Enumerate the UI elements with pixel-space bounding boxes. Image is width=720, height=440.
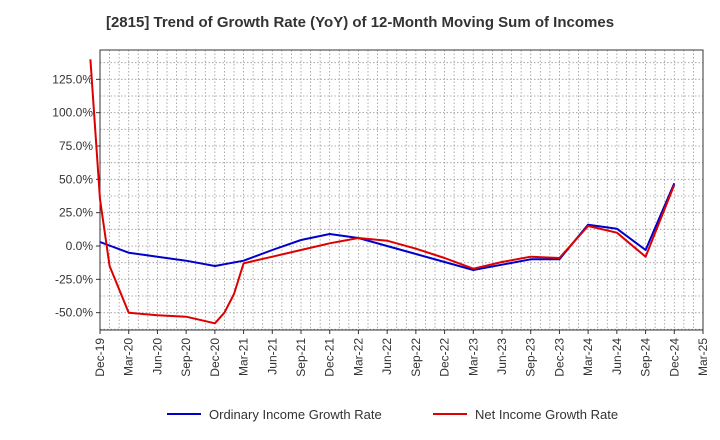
y-tick-label: -50.0% [55,306,93,320]
x-tick-label: Dec-19 [93,338,107,377]
y-tick-label: 50.0% [59,172,93,186]
x-tick-label: Sep-22 [409,338,423,377]
x-tick-label: Dec-21 [323,338,337,377]
x-tick-label: Dec-24 [667,338,681,377]
x-tick-label: Mar-23 [466,338,480,376]
x-tick-label: Sep-21 [294,338,308,377]
x-tick-label: Sep-23 [524,338,538,377]
x-tick-label: Jun-21 [265,338,279,375]
y-tick-label: 125.0% [52,72,93,86]
y-tick-label: 100.0% [52,106,93,120]
plot-area [100,50,703,330]
legend-label: Net Income Growth Rate [475,407,618,422]
x-tick-label: Mar-25 [696,338,710,376]
x-tick-label: Dec-23 [552,338,566,377]
legend-label: Ordinary Income Growth Rate [209,407,382,422]
chart-title: [2815] Trend of Growth Rate (YoY) of 12-… [105,14,615,31]
y-tick-label: 0.0% [66,239,94,253]
y-tick-label: -25.0% [55,272,93,286]
x-tick-label: Mar-22 [351,338,365,376]
x-tick-label: Mar-21 [237,338,251,376]
x-tick-label: Mar-20 [122,338,136,376]
x-tick-label: Jun-20 [150,338,164,375]
x-tick-label: Mar-24 [581,338,595,376]
series-line-net-income [89,59,676,325]
y-tick-label: 75.0% [59,139,93,153]
x-tick-label: Dec-22 [438,338,452,377]
x-tick-label: Jun-22 [380,338,394,375]
x-tick-label: Jun-23 [495,338,509,375]
x-tick-label: Sep-24 [639,338,653,377]
x-tick-label: Sep-20 [179,338,193,377]
y-tick-label: 25.0% [59,206,93,220]
x-tick-label: Dec-20 [208,338,222,377]
x-tick-label: Jun-24 [610,338,624,375]
